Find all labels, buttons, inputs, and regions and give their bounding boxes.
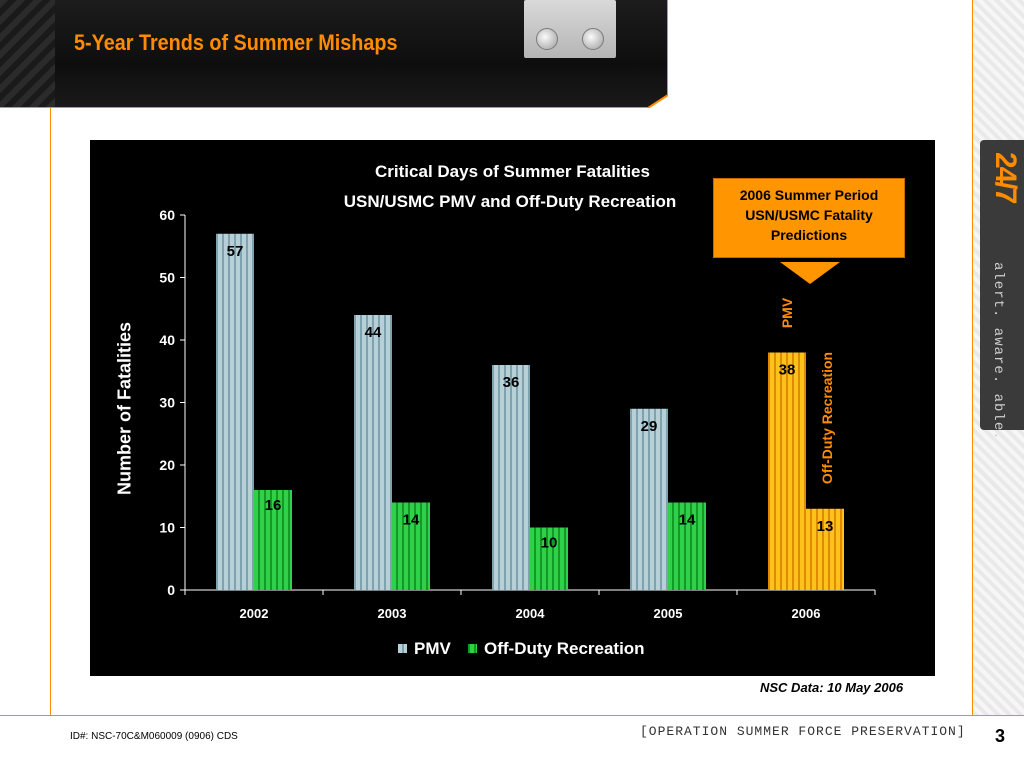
x-tick-label: 2004 (516, 606, 546, 621)
divider (0, 715, 1024, 716)
metal-plate-icon (524, 0, 616, 58)
bar-pmv (354, 315, 392, 590)
y-tick-label: 10 (159, 520, 175, 536)
bar-off-duty-recreation (530, 527, 568, 590)
page-number: 3 (995, 726, 1006, 746)
document-id: ID#: NSC-70C&M060009 (0906) CDS (70, 731, 238, 742)
bar-pmv (630, 408, 668, 590)
odr-prediction-label-wrap: Off-Duty Recreation (812, 340, 842, 505)
bar-off-duty-recreation (392, 502, 430, 590)
y-tick-label: 60 (159, 207, 175, 223)
slogan: alert. aware. able. (990, 262, 1006, 441)
side-tag (980, 140, 1024, 430)
data-label: 44 (365, 324, 382, 341)
prediction-callout: 2006 Summer Period USN/USMC Fatality Pre… (713, 178, 905, 258)
data-label: 14 (403, 512, 420, 529)
bar-pmv (216, 233, 254, 590)
callout-line: USN/USMC Fatality (745, 207, 873, 223)
data-label: 36 (503, 374, 520, 391)
odr-prediction-label: Off-Duty Recreation (819, 351, 835, 485)
chart-canvas: 0 10 20 30 40 50 60 2002 57 16 2003 44 14 2004 36 10 200… (159, 207, 876, 658)
data-label: 10 (541, 535, 558, 552)
banner-texture (0, 0, 55, 108)
bar-pmv (768, 352, 806, 590)
data-label: 14 (679, 512, 696, 529)
legend-swatch (398, 644, 407, 653)
x-tick-label: 2005 (654, 606, 683, 621)
chart-subtitle: USN/USMC PMV and Off-Duty Recreation (343, 192, 677, 211)
page-title: 5-Year Trends of Summer Mishaps (74, 30, 398, 55)
operation-name: [OPERATION SUMMER FORCE PRESERVATION] (640, 724, 966, 739)
bar-off-duty-recreation (668, 502, 706, 590)
bar-off-duty-recreation (806, 508, 844, 590)
bar-pmv (492, 365, 530, 590)
y-tick-label: 40 (159, 332, 175, 348)
down-arrow-icon (780, 262, 840, 284)
legend-label: Off-Duty Recreation (484, 639, 645, 658)
callout-line: 2006 Summer Period (739, 187, 879, 203)
y-tick-label: 50 (159, 270, 175, 286)
bolt-icon (536, 28, 558, 50)
data-label: 57 (227, 243, 244, 260)
pmv-prediction-label-wrap: PMV (772, 290, 802, 340)
header-banner: 5-Year Trends of Summer Mishaps (0, 0, 668, 108)
data-label: 13 (817, 518, 834, 535)
source-note: NSC Data: 10 May 2006 (760, 680, 904, 695)
y-tick-label: 20 (159, 457, 175, 473)
legend-label: PMV (414, 639, 452, 658)
x-tick-label: 2002 (240, 606, 269, 621)
y-tick-label: 30 (159, 395, 175, 411)
legend-swatch (468, 644, 477, 653)
data-label: 16 (265, 497, 282, 514)
chart-title: Critical Days of Summer Fatalities (375, 162, 650, 181)
pmv-prediction-label: PMV (779, 297, 795, 329)
y-tick-label: 0 (167, 582, 175, 598)
callout-line: Predictions (770, 227, 848, 243)
x-tick-label: 2006 (792, 606, 821, 621)
banner-edge-outline (0, 0, 668, 108)
data-label: 29 (641, 418, 658, 435)
x-tick-label: 2003 (378, 606, 407, 621)
bolt-icon (582, 28, 604, 50)
y-axis-label: Number of Fatalities (114, 321, 135, 496)
logo: 24/7 (989, 152, 1022, 203)
divider (972, 0, 973, 715)
data-label: 38 (779, 362, 796, 379)
y-axis-label-wrap: Number of Fatalities (110, 322, 140, 495)
divider (50, 108, 51, 715)
bar-off-duty-recreation (254, 490, 292, 590)
